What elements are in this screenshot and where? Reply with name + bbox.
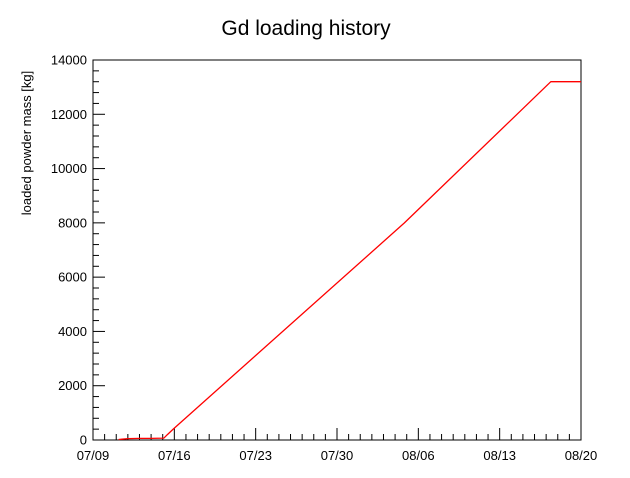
chart-title: Gd loading history xyxy=(221,17,391,40)
x-tick-label: 07/09 xyxy=(77,448,110,463)
y-tick-label: 6000 xyxy=(58,270,87,285)
y-tick-label: 4000 xyxy=(58,324,87,339)
series-line xyxy=(118,81,581,441)
y-tick-label: 2000 xyxy=(58,378,87,393)
y-tick-label: 10000 xyxy=(51,161,87,176)
y-tick-label: 8000 xyxy=(58,215,87,230)
x-tick-label: 08/06 xyxy=(402,448,435,463)
x-tick-label: 07/30 xyxy=(321,448,354,463)
y-tick-label: 12000 xyxy=(51,107,87,122)
series-layer xyxy=(118,81,581,441)
x-tick-label: 07/23 xyxy=(239,448,272,463)
plot-frame xyxy=(92,59,582,441)
y-tick-label: 14000 xyxy=(51,53,87,68)
x-tick-label: 07/16 xyxy=(158,448,191,463)
ticks-layer xyxy=(92,59,582,441)
x-tick-label: 08/13 xyxy=(483,448,516,463)
y-tick-label: 0 xyxy=(80,433,87,448)
x-tick-label: 08/20 xyxy=(565,448,598,463)
y-axis-title: loaded powder mass [kg] xyxy=(19,71,34,216)
tick-labels-layer: 0 2000 4000 6000 8000 10000 12000 14000 07/09 07/… xyxy=(51,53,597,464)
